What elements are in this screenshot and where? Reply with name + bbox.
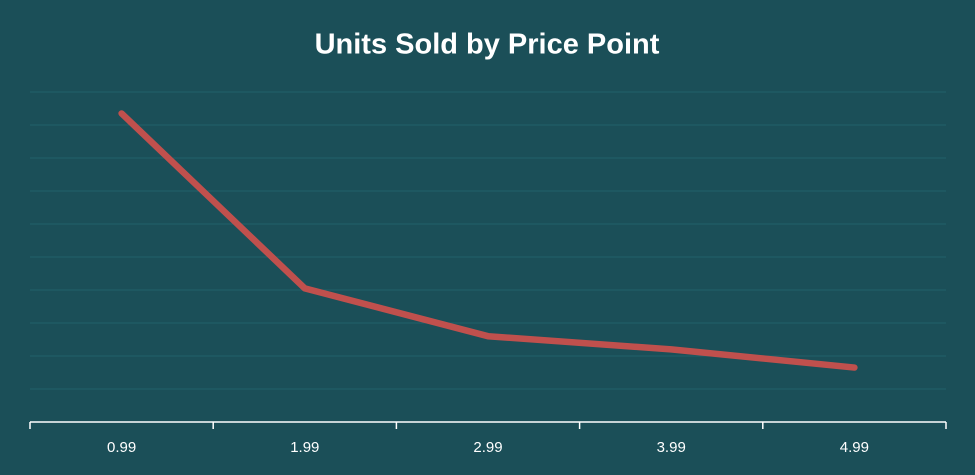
x-tick-label: 2.99 [473, 439, 502, 456]
x-tick-label: 4.99 [840, 439, 869, 456]
x-tick-label: 1.99 [290, 439, 319, 456]
x-tick-label: 0.99 [107, 439, 136, 456]
line-series [118, 110, 858, 371]
x-tick-label: 3.99 [657, 439, 686, 456]
chart-title: Units Sold by Price Point [315, 29, 660, 61]
